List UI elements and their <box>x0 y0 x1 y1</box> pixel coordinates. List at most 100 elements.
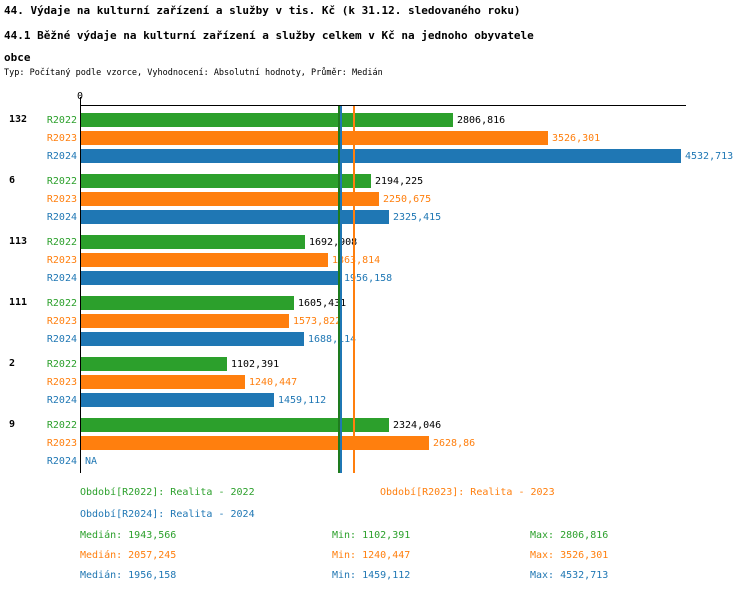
bar-row: R2023 1863,814 <box>47 251 686 269</box>
stat-max-r2024: Max: 4532,713 <box>530 570 609 581</box>
chart-title: 44. Výdaje na kulturní zařízení a služby… <box>4 4 521 17</box>
bar-row: R2023 2250,675 <box>47 190 686 208</box>
chart-subtitle: 44.1 Běžné výdaje na kulturní zařízení a… <box>4 29 534 64</box>
axis-tick <box>80 97 81 105</box>
bar-value-label: NA <box>85 455 98 467</box>
bar-row: R2024 1688,114 <box>47 330 686 348</box>
bar-row: R2024 1956,158 <box>47 269 686 287</box>
group-label: 111 <box>9 297 28 308</box>
stat-median-r2022: Medián: 1943,566 <box>80 530 177 541</box>
series-row-label: R2023 <box>46 376 77 388</box>
plot-area: 132 R2022 2806,816 R2023 3526,301 R2024 4532,7… <box>9 105 733 473</box>
series-row-label: R2024 <box>46 333 77 345</box>
bar-value-label: 1605,431 <box>298 297 347 309</box>
bar-row: R2023 3526,301 <box>47 129 686 147</box>
bar-value-label: 4532,713 <box>685 150 734 162</box>
bar <box>81 271 340 285</box>
bar-group: 9 R2022 2324,046 R2023 2628,86 R2024 NA <box>9 411 686 472</box>
bar-row: R2024 1459,112 <box>47 391 686 409</box>
bar <box>81 436 429 450</box>
bar-value-label: 1688,114 <box>308 333 357 345</box>
series-row-label: R2024 <box>46 455 77 467</box>
bar-value-label: 3526,301 <box>552 132 601 144</box>
bar-row: R2024 2325,415 <box>47 208 686 226</box>
series-row-label: R2023 <box>46 132 77 144</box>
bar <box>81 113 453 127</box>
median-line <box>338 106 340 473</box>
bar-row: R2023 1573,822 <box>47 312 686 330</box>
series-row-label: R2024 <box>46 150 77 162</box>
bar-value-label: 2250,675 <box>383 193 432 205</box>
bar-row: R2022 1102,391 <box>47 355 686 373</box>
bar-row: R2022 2806,816 <box>47 111 686 129</box>
series-row-label: R2023 <box>46 437 77 449</box>
series-row-label: R2022 <box>46 175 77 187</box>
group-label: 6 <box>9 175 16 186</box>
bar <box>81 174 371 188</box>
bar-value-label: 1102,391 <box>231 358 280 370</box>
axis-origin-label: 0 <box>74 91 86 102</box>
bar-value-label: 1459,112 <box>278 394 327 406</box>
bar-group: 113 R2022 1692,908 R2023 1863,814 R2024 1956,1… <box>9 228 686 289</box>
legend-item-r2024: Období[R2024]: Realita - 2024 <box>80 509 255 520</box>
bar-row: R2022 2324,046 <box>47 416 686 434</box>
bar-value-label: 2628,86 <box>433 437 476 449</box>
stat-max-r2023: Max: 3526,301 <box>530 550 609 561</box>
bar-group: 132 R2022 2806,816 R2023 3526,301 R2024 4532,7… <box>9 106 733 167</box>
stat-median-r2023: Medián: 2057,245 <box>80 550 177 561</box>
series-row-label: R2024 <box>46 272 77 284</box>
bar-row: R2023 1240,447 <box>47 373 686 391</box>
bar-value-label: 2806,816 <box>457 114 506 126</box>
series-row-label: R2022 <box>46 114 77 126</box>
bar-row: R2022 1692,908 <box>47 233 686 251</box>
series-row-label: R2023 <box>46 193 77 205</box>
legend-item-r2023: Období[R2023]: Realita - 2023 <box>380 487 555 498</box>
stat-median-r2024: Medián: 1956,158 <box>80 570 177 581</box>
chart-meta-note: Typ: Počítaný podle vzorce, Vyhodnocení:… <box>4 68 383 78</box>
bar-value-label: 2324,046 <box>393 419 442 431</box>
legend-item-r2022: Období[R2022]: Realita - 2022 <box>80 487 255 498</box>
bar-row: R2023 2628,86 <box>47 434 686 452</box>
series-row-label: R2023 <box>46 254 77 266</box>
bar-value-label: 2325,415 <box>393 211 442 223</box>
bar-row: R2022 2194,225 <box>47 172 686 190</box>
bar <box>81 192 379 206</box>
bar-value-label: 2194,225 <box>375 175 424 187</box>
bar-value-label: 1573,822 <box>293 315 342 327</box>
median-line <box>340 106 342 473</box>
group-label: 113 <box>9 236 28 247</box>
bar-row: R2022 1605,431 <box>47 294 686 312</box>
stat-min-r2023: Min: 1240,447 <box>332 550 411 561</box>
bar <box>81 149 681 163</box>
bar-group: 6 R2022 2194,225 R2023 2250,675 R2024 2325,415 <box>9 167 686 228</box>
bar <box>81 418 389 432</box>
bar-row: R2024 NA <box>47 452 686 470</box>
series-row-label: R2023 <box>46 315 77 327</box>
series-row-label: R2022 <box>46 419 77 431</box>
series-row-label: R2024 <box>46 211 77 223</box>
group-label: 9 <box>9 419 16 430</box>
bar-row: R2024 4532,713 <box>47 147 733 165</box>
bar-value-label: 1240,447 <box>249 376 298 388</box>
bar <box>81 235 305 249</box>
bar <box>81 375 245 389</box>
bar-value-label: 1863,814 <box>332 254 381 266</box>
stat-min-r2024: Min: 1459,112 <box>332 570 411 581</box>
stat-max-r2022: Max: 2806,816 <box>530 530 609 541</box>
series-row-label: R2022 <box>46 297 77 309</box>
stat-min-r2022: Min: 1102,391 <box>332 530 411 541</box>
group-label: 2 <box>9 358 16 369</box>
bar <box>81 210 389 224</box>
bar <box>81 296 294 310</box>
median-line <box>353 106 355 473</box>
bar-value-label: 1692,908 <box>309 236 358 248</box>
bar-value-label: 1956,158 <box>344 272 393 284</box>
bar <box>81 332 304 346</box>
bar <box>81 253 328 267</box>
bar <box>81 314 289 328</box>
bar-group: 2 R2022 1102,391 R2023 1240,447 R2024 1459,112 <box>9 350 686 411</box>
bar <box>81 357 227 371</box>
bar <box>81 131 548 145</box>
bar-group: 111 R2022 1605,431 R2023 1573,822 R2024 1688,1… <box>9 289 686 350</box>
group-label: 132 <box>9 114 28 125</box>
